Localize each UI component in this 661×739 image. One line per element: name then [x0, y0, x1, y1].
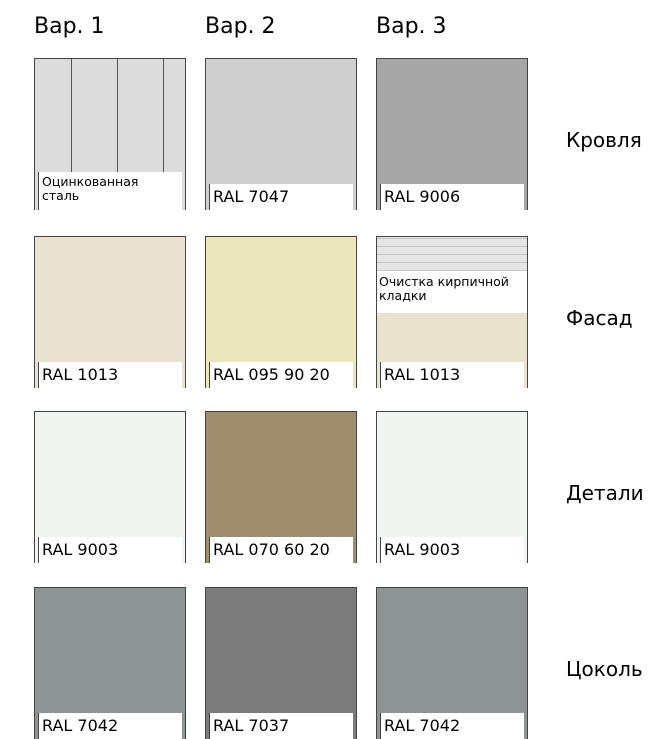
- color-swatch: RAL 095 90 20: [205, 236, 357, 388]
- swatch-label: RAL 095 90 20: [209, 362, 353, 388]
- color-swatch: RAL 9006: [376, 58, 528, 210]
- color-swatch: RAL 7037: [205, 587, 357, 739]
- row-label: Фасад: [566, 306, 633, 330]
- row-label: Детали: [566, 481, 644, 505]
- color-swatch: RAL 7042: [376, 587, 528, 739]
- swatch-label: Оцинкованная сталь: [38, 172, 182, 210]
- color-swatch: RAL 070 60 20: [205, 411, 357, 563]
- color-swatch: Очистка кирпичной кладки RAL 1013: [376, 236, 528, 388]
- swatch-label: RAL 9006: [380, 184, 524, 210]
- color-swatch: RAL 7047: [205, 58, 357, 210]
- column-header: Вар. 3: [376, 14, 447, 39]
- swatch-label: RAL 070 60 20: [209, 537, 353, 563]
- page: Вар. 1 Вар. 2 Вар. 3 Кровля Оцинкованная ста…: [0, 0, 661, 738]
- color-swatch: RAL 1013: [34, 236, 186, 388]
- swatch-label: RAL 7042: [380, 713, 524, 739]
- swatch-label: RAL 1013: [38, 362, 182, 388]
- column-header: Вар. 1: [34, 14, 105, 39]
- swatch-label: RAL 7037: [209, 713, 353, 739]
- column-header: Вар. 2: [205, 14, 276, 39]
- brick-texture: [377, 237, 527, 271]
- swatch-label: RAL 9003: [380, 537, 524, 563]
- swatch-note: Очистка кирпичной кладки: [377, 271, 527, 313]
- swatch-label: RAL 7042: [38, 713, 182, 739]
- swatch-label: RAL 7047: [209, 184, 353, 210]
- color-swatch: RAL 7042: [34, 587, 186, 739]
- color-swatch: RAL 9003: [376, 411, 528, 563]
- swatch-label: RAL 9003: [38, 537, 182, 563]
- color-swatch: RAL 9003: [34, 411, 186, 563]
- color-swatch: Оцинкованная сталь: [34, 58, 186, 210]
- row-label: Кровля: [566, 128, 642, 152]
- swatch-label: RAL 1013: [380, 362, 524, 388]
- row-label: Цоколь: [566, 657, 643, 681]
